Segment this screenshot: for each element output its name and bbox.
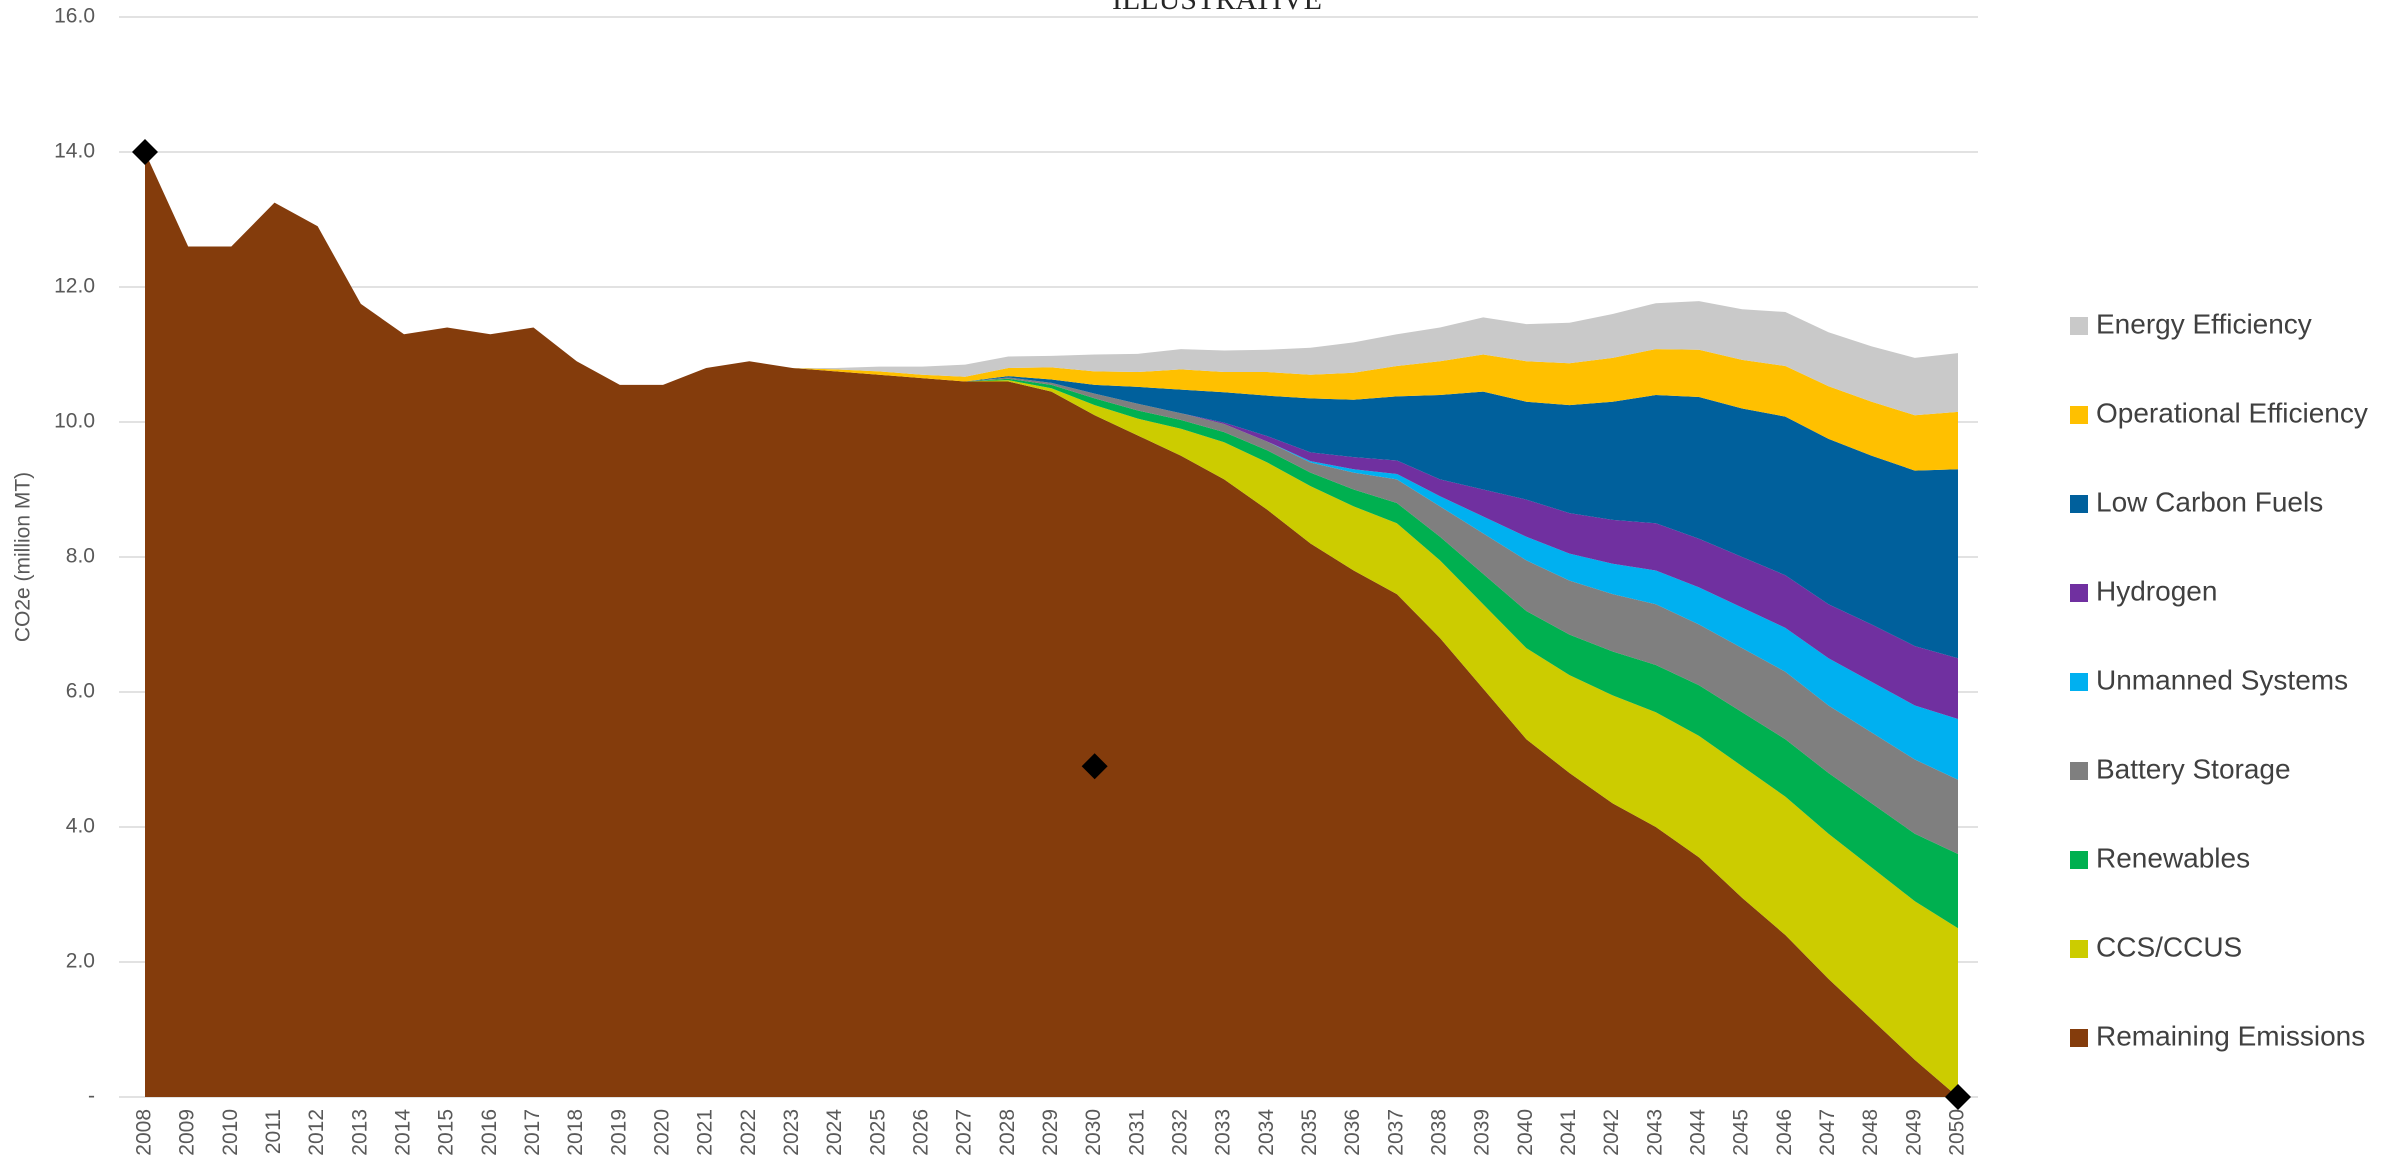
x-tick-label: 2022 [737,1109,760,1156]
legend-label: Operational Efficiency [2096,397,2368,428]
x-tick-label: 2032 [1169,1109,1192,1156]
x-tick-label: 2039 [1471,1109,1494,1156]
area [145,152,1958,1097]
y-tick-label: 12.0 [54,275,95,298]
x-tick-label: 2037 [1384,1109,1407,1156]
x-tick-label: 2019 [607,1109,630,1156]
x-tick-label: 2011 [262,1109,285,1154]
x-tick-label: 2025 [866,1109,889,1156]
legend-label: Low Carbon Fuels [2096,486,2323,517]
x-tick-label: 2017 [521,1109,544,1156]
x-tick-label: 2048 [1859,1109,1882,1156]
legend-swatch [2070,317,2088,335]
x-tick-label: 2049 [1902,1109,1925,1156]
x-tick-label: 2047 [1816,1109,1839,1156]
y-tick-label: 8.0 [66,545,95,568]
legend-swatch [2070,851,2088,869]
x-tick-label: 2040 [1514,1109,1537,1156]
x-tick-label: 2028 [996,1109,1019,1156]
legend-swatch [2070,406,2088,424]
y-tick-label: 4.0 [66,815,95,838]
x-tick-label: 2027 [953,1109,976,1156]
x-tick-label: 2020 [651,1109,674,1156]
y-axis-label: CO2e (million MT) [12,472,35,642]
legend-label: CCS/CCUS [2096,931,2242,962]
legend-label: Unmanned Systems [2096,664,2348,695]
y-tick-label: 2.0 [66,950,95,973]
y-tick-label: 6.0 [66,680,95,703]
x-tick-label: 2038 [1428,1109,1451,1156]
x-tick-label: 2041 [1557,1109,1580,1156]
legend-label: Energy Efficiency [2096,308,2312,339]
x-tick-label: 2045 [1730,1109,1753,1156]
y-tick-label: 10.0 [54,410,95,433]
marker [1081,753,1108,780]
x-tick-label: 2012 [305,1109,328,1156]
y-tick-label: 16.0 [54,5,95,28]
legend-swatch [2070,495,2088,513]
legend-swatch [2070,762,2088,780]
x-tick-label: 2013 [348,1109,371,1156]
legend-label: Battery Storage [2096,753,2291,784]
marker [1945,1084,1971,1110]
area [145,152,1958,471]
x-tick-label: 2033 [1212,1109,1235,1156]
x-tick-label: 2023 [780,1109,803,1156]
x-tick-label: 2024 [823,1109,846,1156]
area [145,152,1958,416]
x-tick-label: 2044 [1687,1109,1710,1156]
marker [132,139,158,165]
x-tick-label: 2036 [1341,1109,1364,1156]
area [145,152,1958,659]
y-tick-label: 14.0 [54,140,95,163]
y-tick-label: - [88,1085,95,1108]
x-tick-label: 2030 [1082,1109,1105,1156]
x-tick-label: 2026 [910,1109,933,1156]
x-tick-label: 2014 [392,1109,415,1156]
legend-label: Hydrogen [2096,575,2217,606]
x-tick-label: 2050 [1946,1109,1969,1156]
x-tick-label: 2034 [1255,1109,1278,1156]
x-tick-label: 2021 [694,1109,717,1156]
x-tick-label: 2035 [1298,1109,1321,1156]
legend-swatch [2070,940,2088,958]
x-tick-label: 2042 [1600,1109,1623,1156]
x-tick-label: 2010 [219,1109,242,1156]
x-tick-label: 2031 [1125,1109,1148,1156]
x-tick-label: 2016 [478,1109,501,1156]
chart-title: ILLUSTRATIVE [1112,0,1322,16]
x-tick-label: 2015 [435,1109,458,1156]
legend-label: Renewables [2096,842,2250,873]
x-tick-label: 2008 [133,1109,156,1156]
legend-swatch [2070,1029,2088,1047]
x-tick-label: 2043 [1643,1109,1666,1156]
legend-swatch [2070,584,2088,602]
x-tick-label: 2046 [1773,1109,1796,1156]
x-tick-label: 2029 [1039,1109,1062,1156]
legend-swatch [2070,673,2088,691]
x-tick-label: 2018 [564,1109,587,1156]
x-tick-label: 2009 [176,1109,199,1156]
legend-label: Remaining Emissions [2096,1020,2365,1051]
